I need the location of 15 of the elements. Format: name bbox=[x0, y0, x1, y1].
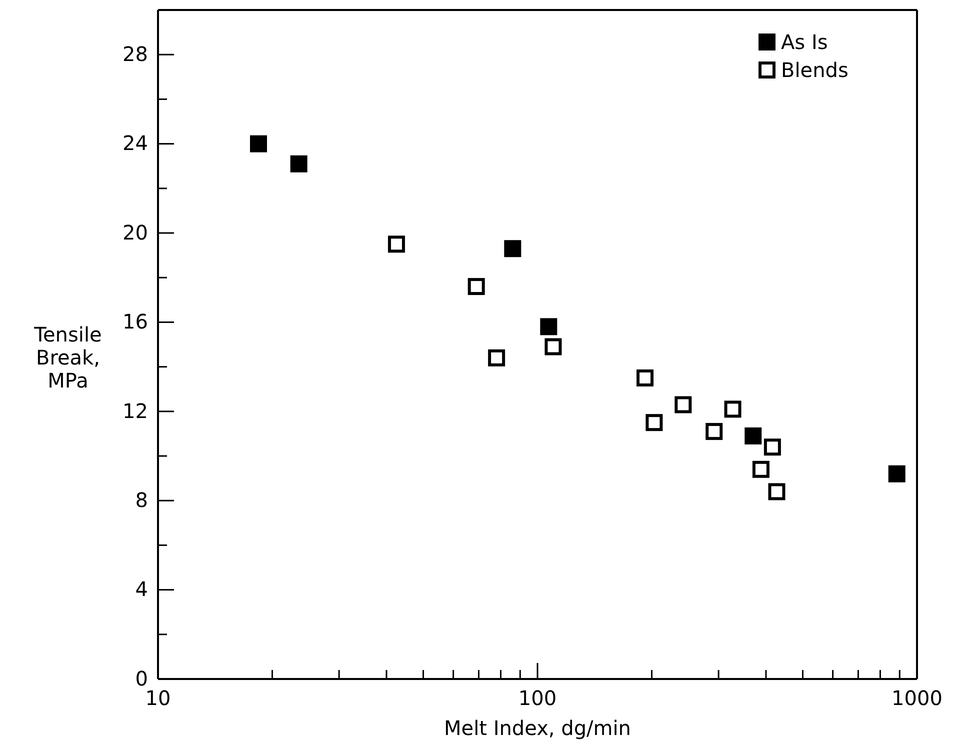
y-tick-label: 16 bbox=[122, 310, 148, 334]
y-tick-label: 0 bbox=[135, 666, 148, 690]
x-tick-label: 1000 bbox=[892, 686, 942, 710]
y-axis-title: Tensile Break, MPa bbox=[33, 322, 102, 392]
x-tick-label: 100 bbox=[518, 686, 557, 710]
y-tick-label: 12 bbox=[122, 398, 148, 423]
y-tick-label: 8 bbox=[135, 488, 148, 512]
y-tick-label: 20 bbox=[122, 220, 148, 244]
y-tick-label: 28 bbox=[122, 42, 148, 66]
y-tick-label: 4 bbox=[135, 577, 148, 602]
legend-label: Blends bbox=[781, 58, 848, 82]
x-axis-title: Melt Index, dg/min bbox=[444, 716, 631, 740]
y-tick-label: 24 bbox=[122, 131, 148, 156]
x-tick-label: 10 bbox=[145, 686, 171, 710]
legend-label: As Is bbox=[781, 30, 828, 54]
